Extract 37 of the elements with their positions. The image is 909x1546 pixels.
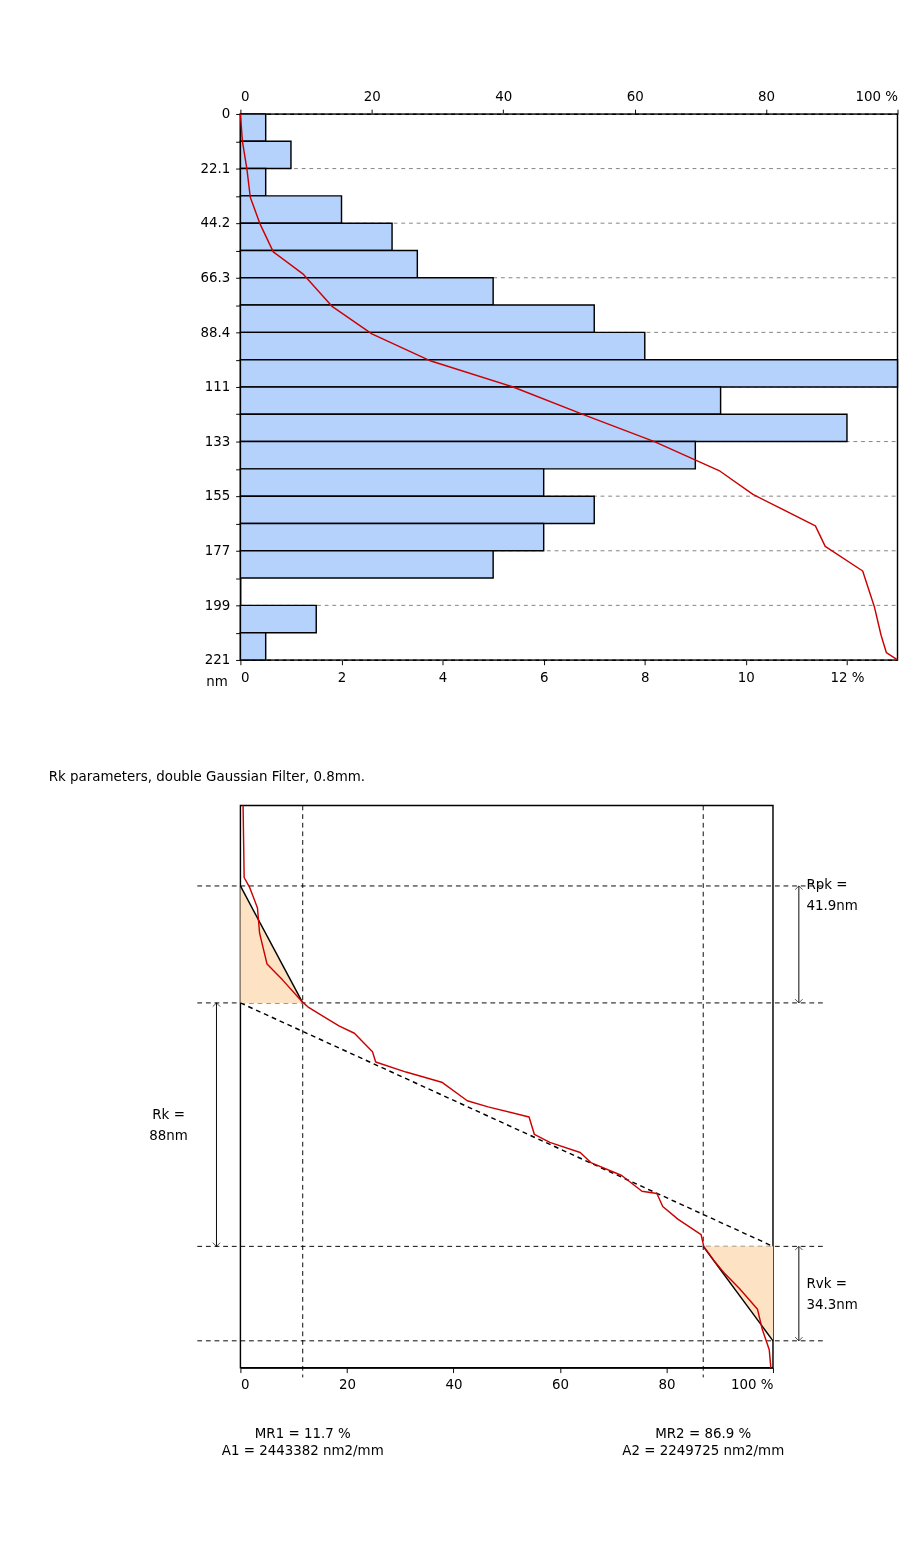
y-tick-label: 155 <box>204 488 231 504</box>
x2-tick-label: 60 <box>626 89 644 105</box>
x-tick-label: 40 <box>445 1377 463 1393</box>
x-tick-label: 12 % <box>830 669 865 685</box>
x2-tick-label: 80 <box>758 89 776 105</box>
text: MR1 = 11.7 % A1 = 2443382 nm2/mm <box>221 1425 384 1458</box>
text: Rvk = 34.3nm <box>806 1275 858 1312</box>
x-tick-label: 8 <box>640 669 650 685</box>
x-tick-label: 10 <box>737 669 755 685</box>
x-tick-label: 60 <box>551 1377 569 1393</box>
y-tick-label: 221 <box>204 652 231 668</box>
y-tick-label: 0 <box>221 106 231 122</box>
x-tick-label: 100 % <box>730 1377 774 1393</box>
y-tick-label: 66.3 <box>200 270 231 286</box>
x-tick-label: 6 <box>539 669 549 685</box>
y-tick-label: 44.2 <box>200 215 231 231</box>
x-tick-label: 2 <box>337 669 347 685</box>
y-tick-label: 111 <box>204 379 231 395</box>
y-tick-label: 88.4 <box>200 324 231 340</box>
y-tick-label: 199 <box>204 597 231 613</box>
text: Rk = 88nm <box>149 1106 188 1143</box>
y-tick-label: 133 <box>204 433 231 449</box>
x-tick-label: 0 <box>240 1377 250 1393</box>
x-tick-label: 80 <box>658 1377 676 1393</box>
x2-tick-label: 40 <box>495 89 513 105</box>
y-tick-label: 177 <box>204 543 231 559</box>
x2-tick-label: 20 <box>363 89 381 105</box>
x2-tick-label: 0 <box>240 89 250 105</box>
x2-tick-label: 100 % <box>855 89 898 105</box>
y-axis-title: nm <box>206 674 228 690</box>
x-tick-label: 0 <box>240 669 250 685</box>
text: MR2 = 86.9 % A2 = 2249725 nm2/mm <box>622 1425 785 1458</box>
chart-title: Rk parameters, double Gaussian Filter, 0.8mm. <box>48 768 366 784</box>
y-tick-label: 22.1 <box>200 160 231 176</box>
x-tick-label: 4 <box>438 669 448 685</box>
text: Rpk = 41.9nm <box>806 876 858 913</box>
x-tick-label: 20 <box>338 1377 356 1393</box>
